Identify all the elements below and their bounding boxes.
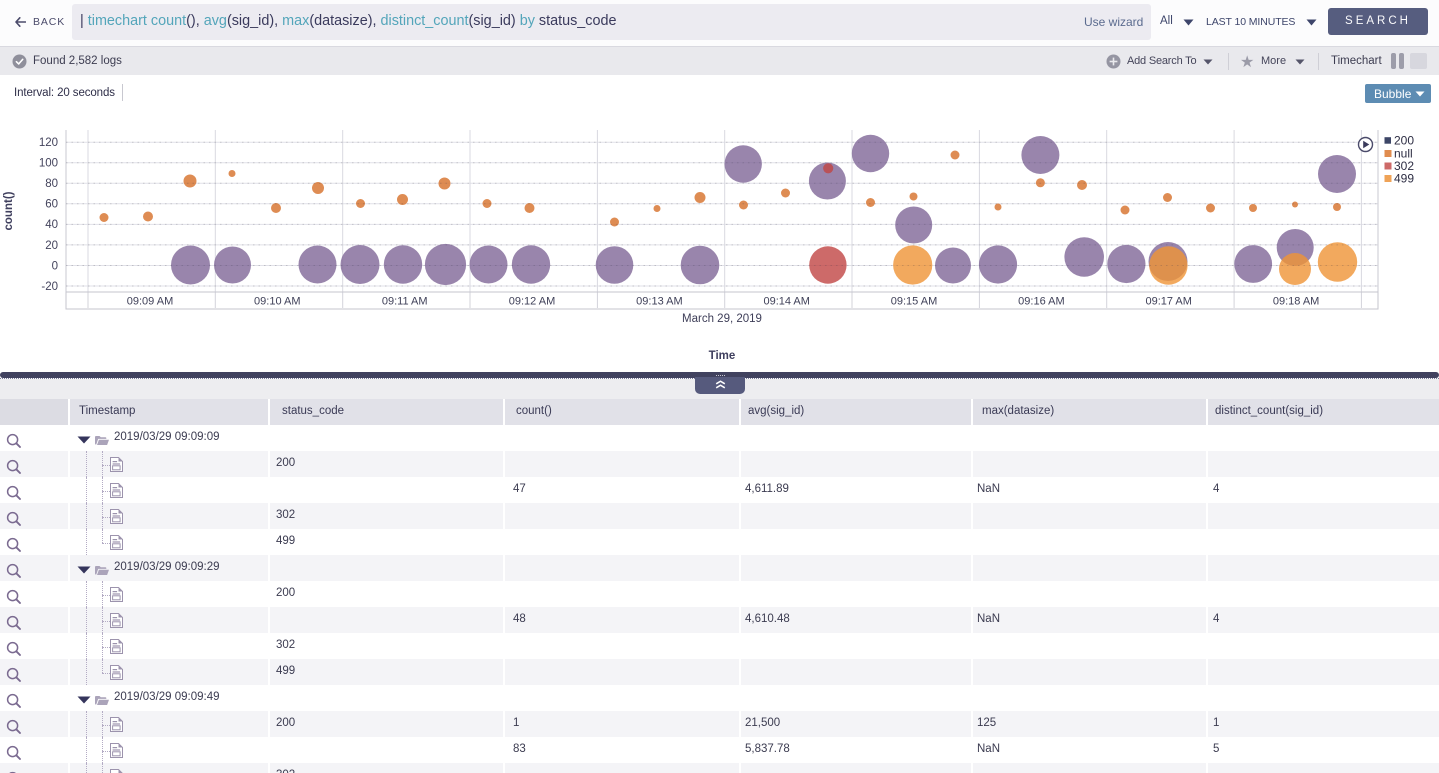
svg-text:09:16 AM: 09:16 AM xyxy=(1018,296,1064,308)
svg-text:120: 120 xyxy=(39,137,58,149)
svg-text:0: 0 xyxy=(52,260,58,272)
svg-text:null: null xyxy=(1394,147,1413,161)
svg-text:302: 302 xyxy=(1394,159,1414,173)
svg-text:-20: -20 xyxy=(41,281,58,293)
svg-text:09:17 AM: 09:17 AM xyxy=(1145,296,1191,308)
svg-text:09:15 AM: 09:15 AM xyxy=(891,296,937,308)
svg-text:60: 60 xyxy=(45,199,58,211)
svg-text:Time: Time xyxy=(709,350,736,362)
svg-text:40: 40 xyxy=(45,219,58,231)
svg-text:20: 20 xyxy=(45,240,58,252)
svg-text:09:12 AM: 09:12 AM xyxy=(509,296,555,308)
svg-text:09:10 AM: 09:10 AM xyxy=(254,296,300,308)
svg-text:100: 100 xyxy=(39,158,58,170)
svg-text:09:14 AM: 09:14 AM xyxy=(763,296,809,308)
svg-text:March 29, 2019: March 29, 2019 xyxy=(682,313,762,325)
svg-text:count(): count() xyxy=(3,191,15,230)
svg-text:80: 80 xyxy=(45,178,58,190)
svg-text:200: 200 xyxy=(1394,134,1414,148)
svg-text:09:13 AM: 09:13 AM xyxy=(636,296,682,308)
svg-text:09:09 AM: 09:09 AM xyxy=(127,296,173,308)
svg-text:09:11 AM: 09:11 AM xyxy=(382,296,428,308)
svg-text:499: 499 xyxy=(1394,172,1414,186)
svg-text:09:18 AM: 09:18 AM xyxy=(1273,296,1319,308)
